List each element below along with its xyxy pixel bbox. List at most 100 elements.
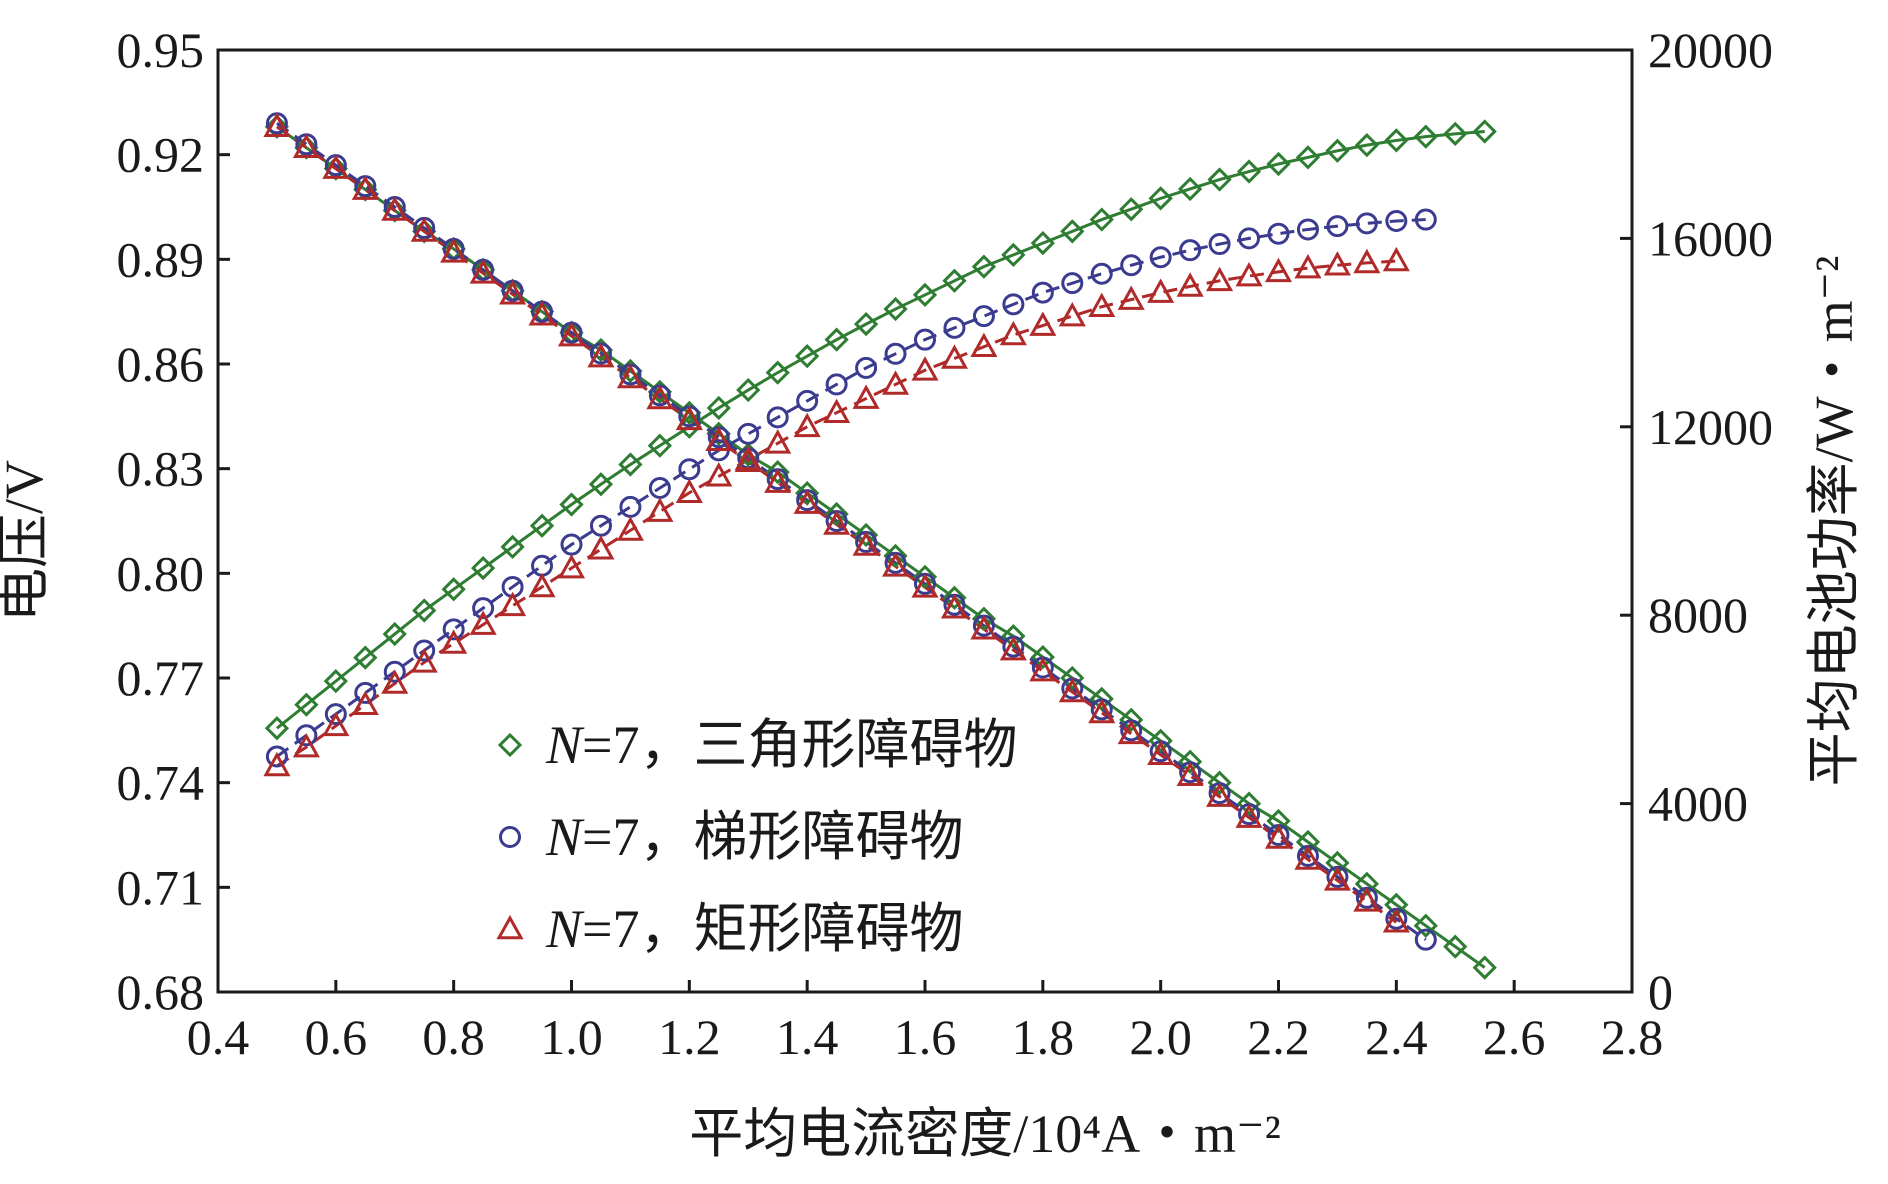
power-point-trapezoid-obstacle bbox=[1238, 227, 1261, 250]
power-point-rectangle-obstacle bbox=[1382, 246, 1410, 272]
legend-label-triangle-obstacle: N=7，三角形障碍物 bbox=[545, 715, 1018, 775]
legend-item-triangle-obstacle: N=7，三角形障碍物 bbox=[497, 715, 1018, 775]
y-axis-right-title: 平均电池功率/W・m⁻² bbox=[1804, 256, 1864, 787]
voltage-line-trapezoid-obstacle bbox=[276, 122, 1427, 941]
y-tick-label: 0.83 bbox=[117, 441, 205, 497]
voltage-point-triangle-obstacle bbox=[1354, 871, 1379, 896]
power-point-triangle-obstacle bbox=[942, 268, 967, 293]
voltage-point-rectangle-obstacle bbox=[381, 196, 409, 221]
power-line-trapezoid-obstacle bbox=[276, 218, 1426, 758]
x-tick-label: 0.4 bbox=[187, 1009, 250, 1065]
voltage-point-rectangle-obstacle bbox=[1235, 803, 1263, 828]
power-point-triangle-obstacle bbox=[647, 433, 672, 458]
power-point-trapezoid-obstacle bbox=[413, 639, 436, 662]
voltage-point-triangle-obstacle bbox=[883, 543, 908, 569]
voltage-point-rectangle-obstacle bbox=[646, 384, 674, 410]
voltage-point-rectangle-obstacle bbox=[793, 489, 821, 514]
voltage-point-triangle-obstacle bbox=[795, 480, 820, 506]
power-point-triangle-obstacle bbox=[294, 692, 319, 717]
y-axis-right-ticks: 0 4000 8000 12000 16000 20000 bbox=[1620, 22, 1773, 1020]
power-point-triangle-obstacle bbox=[1207, 167, 1232, 192]
voltage-point-triangle-obstacle bbox=[1472, 955, 1497, 980]
power-point-triangle-obstacle bbox=[1295, 145, 1321, 170]
voltage-point-triangle-obstacle bbox=[1295, 829, 1321, 855]
power-point-trapezoid-obstacle bbox=[295, 724, 318, 747]
y2-tick-label: 20000 bbox=[1648, 22, 1773, 78]
power-point-rectangle-obstacle bbox=[528, 572, 556, 598]
voltage-point-triangle-obstacle bbox=[1443, 934, 1468, 959]
power-point-rectangle-obstacle bbox=[1117, 285, 1145, 310]
y2-tick-label: 4000 bbox=[1648, 776, 1748, 832]
y2-tick-label: 0 bbox=[1648, 964, 1673, 1020]
power-point-triangle-obstacle bbox=[1119, 197, 1144, 222]
power-point-rectangle-obstacle bbox=[734, 445, 762, 471]
voltage-point-rectangle-obstacle bbox=[528, 301, 556, 326]
power-point-trapezoid-obstacle bbox=[1267, 222, 1290, 245]
power-point-trapezoid-obstacle bbox=[1355, 212, 1378, 235]
power-point-triangle-obstacle bbox=[853, 312, 879, 337]
power-point-rectangle-obstacle bbox=[322, 711, 350, 737]
power-point-triangle-obstacle bbox=[1354, 133, 1379, 158]
power-point-trapezoid-obstacle bbox=[1208, 233, 1231, 256]
power-point-triangle-obstacle bbox=[883, 296, 908, 322]
x-tick-label: 1.2 bbox=[658, 1009, 721, 1065]
power-point-trapezoid-obstacle bbox=[1031, 281, 1054, 304]
voltage-point-triangle-obstacle bbox=[1207, 770, 1232, 795]
legend-label-trapezoid-obstacle: N=7，梯形障碍物 bbox=[545, 807, 964, 867]
power-point-rectangle-obstacle bbox=[263, 751, 291, 777]
voltage-point-rectangle-obstacle bbox=[705, 426, 733, 452]
power-point-rectangle-obstacle bbox=[440, 629, 468, 654]
power-point-trapezoid-obstacle bbox=[1179, 239, 1202, 262]
power-point-rectangle-obstacle bbox=[852, 384, 880, 409]
voltage-point-rectangle-obstacle bbox=[292, 133, 320, 158]
legend-label-rectangle-obstacle: N=7，矩形障碍物 bbox=[545, 899, 964, 959]
y-tick-label: 0.77 bbox=[117, 650, 205, 706]
voltage-point-triangle-obstacle bbox=[1089, 686, 1114, 712]
legend-item-rectangle-obstacle: N=7，矩形障碍物 bbox=[496, 899, 964, 959]
power-point-trapezoid-obstacle bbox=[354, 681, 377, 704]
power-point-triangle-obstacle bbox=[1413, 124, 1438, 149]
power-point-triangle-obstacle bbox=[1266, 151, 1291, 177]
voltage-point-triangle-obstacle bbox=[942, 585, 967, 610]
y2-tick-label: 16000 bbox=[1648, 210, 1773, 266]
power-point-triangle-obstacle bbox=[441, 577, 466, 602]
y-tick-label: 0.68 bbox=[117, 964, 205, 1020]
power-point-trapezoid-obstacle bbox=[766, 406, 789, 429]
power-point-triangle-obstacle bbox=[824, 327, 849, 352]
power-point-rectangle-obstacle bbox=[351, 690, 379, 715]
voltage-point-rectangle-obstacle bbox=[1353, 887, 1381, 912]
power-line-rectangle-obstacle bbox=[276, 259, 1397, 768]
y-tick-label: 0.74 bbox=[117, 755, 205, 811]
voltage-point-triangle-obstacle bbox=[765, 460, 790, 485]
power-point-triangle-obstacle bbox=[323, 669, 348, 694]
y-tick-label: 0.89 bbox=[117, 231, 205, 287]
voltage-point-triangle-obstacle bbox=[1236, 791, 1262, 816]
power-point-triangle-obstacle bbox=[559, 492, 584, 517]
voltage-point-rectangle-obstacle bbox=[263, 112, 291, 138]
voltage-point-triangle-obstacle bbox=[1119, 707, 1144, 732]
voltage-point-triangle-obstacle bbox=[1384, 892, 1409, 917]
power-point-triangle-obstacle bbox=[1030, 230, 1055, 256]
power-point-rectangle-obstacle bbox=[999, 320, 1027, 346]
power-point-rectangle-obstacle bbox=[1058, 302, 1086, 327]
voltage-point-triangle-obstacle bbox=[1178, 749, 1203, 774]
power-point-rectangle-obstacle bbox=[587, 535, 615, 560]
power-point-triangle-obstacle bbox=[1178, 176, 1203, 202]
power-point-triangle-obstacle bbox=[706, 395, 731, 421]
voltage-point-rectangle-obstacle bbox=[1029, 656, 1057, 682]
power-point-trapezoid-obstacle bbox=[531, 554, 554, 577]
power-point-triangle-obstacle bbox=[1060, 219, 1085, 244]
voltage-point-rectangle-obstacle bbox=[469, 259, 497, 284]
voltage-point-rectangle-obstacle bbox=[940, 594, 969, 619]
power-point-triangle-obstacle bbox=[412, 598, 437, 623]
voltage-point-rectangle-obstacle bbox=[1264, 824, 1293, 849]
voltage-point-rectangle-obstacle bbox=[1176, 761, 1204, 786]
power-point-rectangle-obstacle bbox=[1294, 253, 1322, 279]
power-point-triangle-obstacle bbox=[1001, 242, 1026, 268]
power-point-rectangle-obstacle bbox=[381, 669, 409, 694]
power-point-trapezoid-obstacle bbox=[855, 356, 878, 379]
power-point-triangle-obstacle bbox=[971, 254, 997, 279]
voltage-point-rectangle-obstacle bbox=[999, 636, 1027, 661]
power-point-rectangle-obstacle bbox=[410, 648, 438, 673]
y-tick-label: 0.71 bbox=[117, 859, 205, 915]
